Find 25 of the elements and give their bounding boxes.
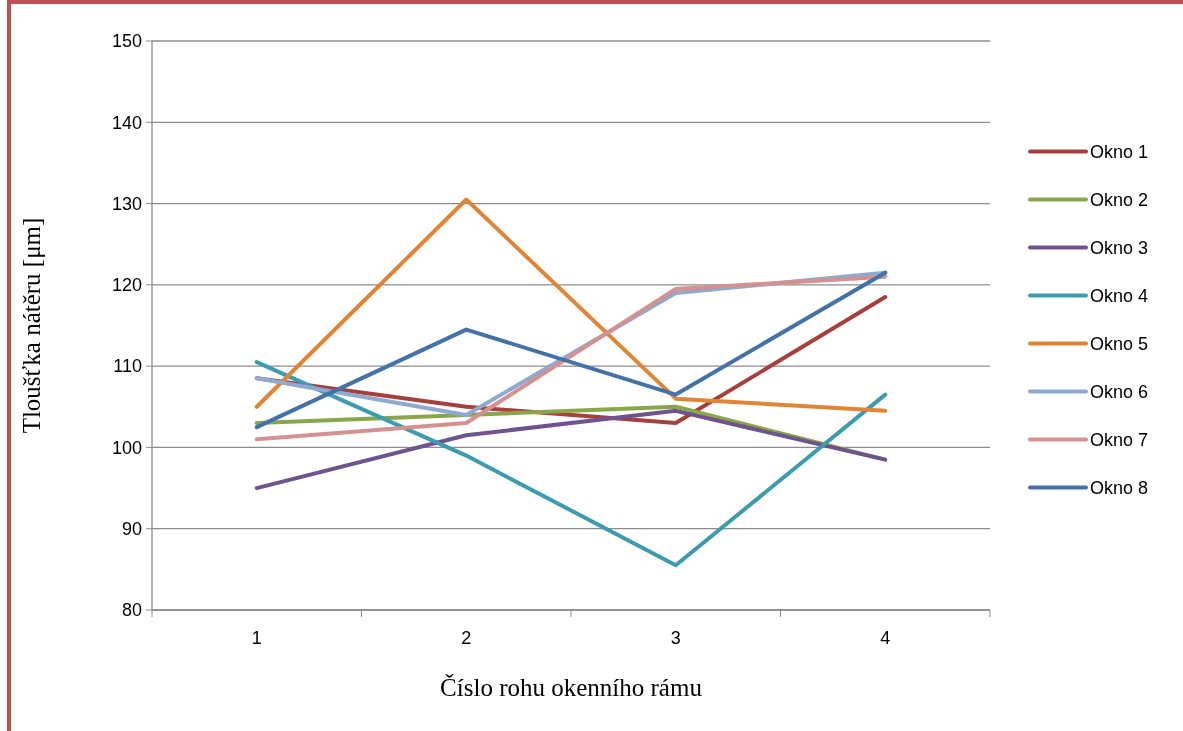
x-tick-label: 2 bbox=[461, 628, 472, 648]
x-tick-label: 4 bbox=[880, 628, 891, 648]
y-tick-label: 130 bbox=[111, 193, 142, 214]
legend-label: Okno 1 bbox=[1090, 141, 1149, 162]
legend-label: Okno 8 bbox=[1090, 477, 1149, 498]
legend-label: Okno 2 bbox=[1090, 189, 1149, 210]
line-series bbox=[254, 360, 888, 568]
y-tick-label: 100 bbox=[111, 437, 142, 458]
x-tick-label: 1 bbox=[251, 628, 262, 648]
y-tick-label: 90 bbox=[121, 519, 142, 540]
legend-label: Okno 7 bbox=[1090, 429, 1149, 450]
y-tick-label: 110 bbox=[113, 356, 142, 377]
x-axis-title: Číslo rohu okenního rámu bbox=[440, 674, 703, 701]
y-tick-label: 140 bbox=[111, 112, 142, 133]
x-tick-label: 3 bbox=[670, 628, 681, 648]
legend-label: Okno 3 bbox=[1090, 237, 1149, 258]
y-tick-label: 120 bbox=[111, 275, 142, 296]
line-series bbox=[254, 408, 888, 491]
legend-label: Okno 4 bbox=[1090, 285, 1149, 306]
line-series bbox=[254, 197, 888, 413]
y-tick-label: 150 bbox=[111, 31, 142, 52]
y-tick-label: 80 bbox=[121, 600, 142, 621]
legend-label: Okno 6 bbox=[1090, 381, 1149, 402]
legend-label: Okno 5 bbox=[1090, 333, 1149, 354]
y-axis-title: Tloušťka nátěru [μm] bbox=[18, 217, 45, 434]
